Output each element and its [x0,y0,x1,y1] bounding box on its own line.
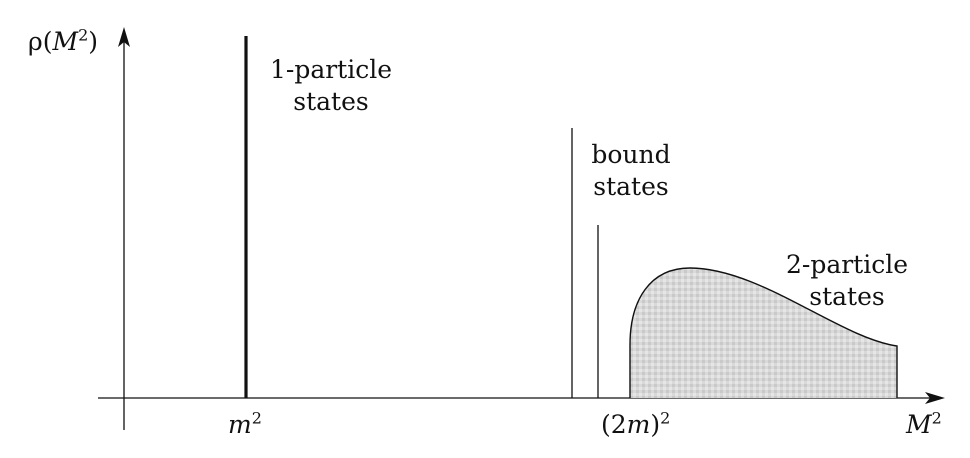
tick-label-threshold: (2m)2 [601,410,670,440]
annotation-one-particle-line-2: states [293,87,369,116]
y-label-var: M [52,27,79,56]
annotation-bound-line-2: states [593,172,669,201]
x-label-exp: 2 [931,408,942,428]
tick-label-m-squared: m2 [228,410,262,440]
tick-threshold-suffix: ) [650,410,661,439]
x-axis-arrowhead [925,392,945,404]
y-axis-arrowhead [118,27,130,47]
tick-m2-exp: 2 [251,408,262,428]
tick-threshold-prefix: (2 [601,410,627,439]
y-label-suffix: ) [88,27,99,56]
tick-m2-var: m [228,410,252,439]
annotation-one-particle-states: 1-particle states [256,55,406,117]
tick-threshold-exp: 2 [660,408,671,428]
y-label-exp: 2 [78,25,89,45]
annotation-one-particle-line-1: 1-particle [269,55,393,84]
y-axis-label: ρ(M2) [28,27,98,57]
two-particle-continuum [630,268,897,398]
y-label-prefix: ρ( [28,27,53,56]
annotation-two-particle-line-1: 2-particle [785,250,909,279]
annotation-bound-line-1: bound [591,140,671,169]
x-label-var: M [906,410,932,439]
annotation-bound-states: bound states [576,140,686,202]
x-axis-label: M2 [906,410,942,440]
tick-threshold-var: m [626,410,651,439]
annotation-two-particle-line-2: states [809,282,885,311]
two-particle-continuum-edge [629,267,898,398]
annotation-two-particle-states: 2-particle states [772,250,922,312]
